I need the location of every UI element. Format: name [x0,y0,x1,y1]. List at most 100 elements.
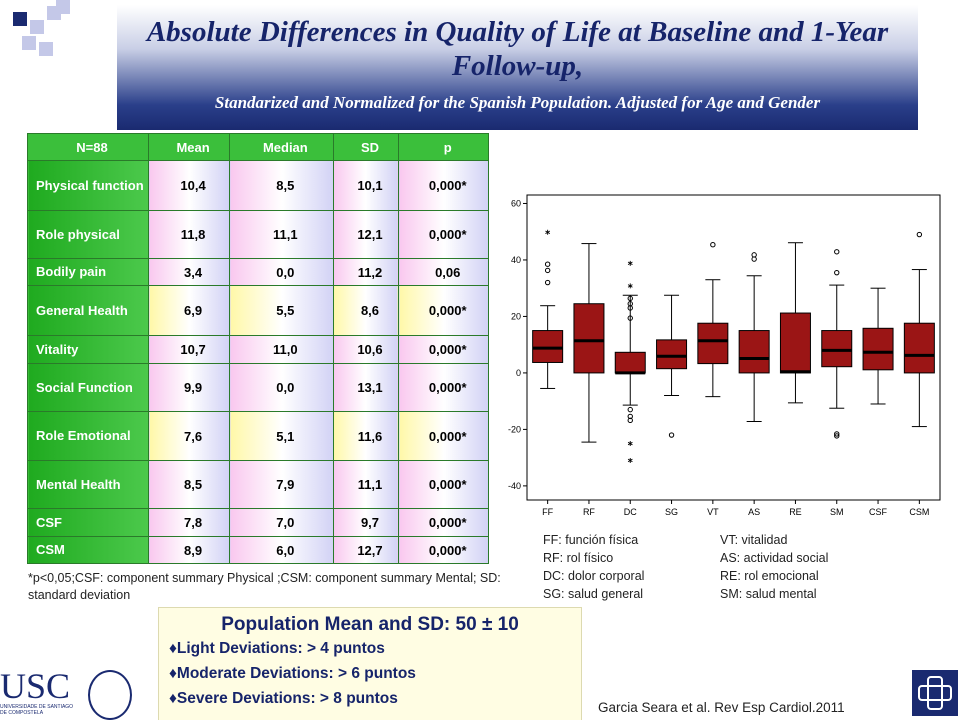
decor [22,36,36,50]
table-cell: 11,2 [332,258,400,286]
stats-table: N=88 Mean Median SD p Physical function 10,4 8,… [27,133,489,564]
table-cell: 10,1 [332,160,400,211]
table-cell: 11,1 [332,460,400,509]
outlier [834,249,840,255]
outlier [834,433,840,439]
footnote: *p<0,05;CSF: component summary Physical … [28,571,501,602]
decor [13,12,27,26]
table-cell: 0,0 [229,258,334,286]
column-header: N=88 [27,133,149,161]
abbreviation: AS: actividad social [720,551,829,565]
x-tick-label: SG [665,507,678,517]
box [738,330,770,374]
table-row: Physical function 10,4 8,5 10,1 0,000* [27,160,489,211]
x-tick-label: RF [583,507,595,517]
x-tick-label: CSM [909,507,929,517]
table-cell: 0,000* [398,335,489,364]
table-cell: 6,0 [229,536,334,564]
box [697,322,729,365]
table-cell: 7,0 [229,508,334,537]
table-row: CSF 7,8 7,0 9,7 0,000* [27,508,489,537]
box [614,351,646,374]
abbreviation: RF: rol físico [543,551,614,565]
population-item: ♦Severe Deviations: > 8 puntos [169,690,398,707]
x-tick-label: CSF [869,507,888,517]
table-row: Role Emotional 7,6 5,1 11,6 0,000* [27,411,489,461]
abbreviation: RE: rol emocional [720,569,819,583]
extreme [627,283,633,289]
x-tick-label: DC [624,507,637,517]
column-header: p [398,133,489,161]
column-header: Mean [147,133,231,161]
table-cell: 0,06 [398,258,489,286]
logo-subtext: UNIVERSIDADE DE SANTIAGO DE COMPOSTELA [0,704,74,716]
title-banner: Absolute Differences in Quality of Life … [117,5,918,130]
box [862,327,894,371]
table-row: Bodily pain 3,4 0,0 11,2 0,06 [27,258,489,286]
plot-frame [526,194,941,501]
table-cell: 5,1 [229,411,334,461]
abbreviation: SG: salud general [543,587,644,601]
table-row: CSM 8,9 6,0 12,7 0,000* [27,536,489,564]
y-tick-label: -40 [508,481,521,491]
box [532,330,564,363]
table-cell: 10,7 [147,335,231,364]
table-cell: 0,000* [398,160,489,211]
y-tick-label: 40 [511,255,521,265]
table-cell: 9,7 [332,508,400,537]
x-tick-label: AS [748,507,760,517]
outlier [627,406,633,413]
table-cell: 10,6 [332,335,400,364]
outlier [544,261,551,267]
table-cell: 0,000* [398,508,489,537]
decor [30,20,44,34]
column-header: SD [332,133,400,161]
abbreviation: FF: función física [543,533,639,547]
table-row: Social Function 9,9 0,0 13,1 0,000* [27,363,489,412]
table-cell: Social Function [27,363,149,412]
table-cell: 7,6 [147,411,231,461]
outlier [668,432,675,438]
abbreviation: VT: vitalidad [720,533,788,547]
table-cell: 12,1 [332,210,400,259]
table-cell: 0,000* [398,210,489,259]
x-tick-label: FF [542,507,553,517]
title: Absolute Differences in Quality of Life … [146,16,889,82]
table-row: Mental Health 8,5 7,9 11,1 0,000* [27,460,489,509]
table-cell: 7,9 [229,460,334,509]
table-cell: Physical function [27,160,149,211]
abbreviations: FF: función física RF: rol físico DC: dolo… [543,531,644,603]
table-cell: 0,000* [398,411,489,461]
outlier [627,315,633,321]
outlier [710,242,716,248]
table-row: General Health 6,9 5,5 8,6 0,000* [27,285,489,336]
table-cell: Vitality [27,335,149,364]
abbreviation: DC: dolor corporal [543,569,645,583]
box [573,303,605,374]
table-cell: 11,0 [229,335,334,364]
extreme [545,229,551,235]
citation: Garcia Seara et al. Rev Esp Cardiol.2011 [598,700,845,715]
table-row: Role physical 11,8 11,1 12,1 0,000* [27,210,489,259]
table-cell: CSF [27,508,149,537]
y-tick-label: 0 [516,368,521,378]
outlier [544,267,551,274]
table-cell: 5,5 [229,285,334,336]
table-cell: Role physical [27,210,149,259]
outlier [834,269,840,276]
decor [56,0,70,14]
table-cell: General Health [27,285,149,336]
column-header: Median [229,133,334,161]
table-cell: 10,4 [147,160,231,211]
logo-text: USC [0,666,71,706]
table-cell: CSM [27,536,149,564]
population-box: Population Mean and SD: 50 ± 10 ♦Light D… [158,607,582,720]
x-tick-label: SM [830,507,844,517]
table-cell: 0,0 [229,363,334,412]
box-plot: -40 -20 0 20 40 60 FF RF DC SG VT AS RE SM CSF CSM [508,194,941,517]
box [779,312,811,374]
table-cell: 13,1 [332,363,400,412]
x-tick-label: RE [789,507,802,517]
extreme [627,441,633,447]
table-cell: 3,4 [147,258,231,286]
